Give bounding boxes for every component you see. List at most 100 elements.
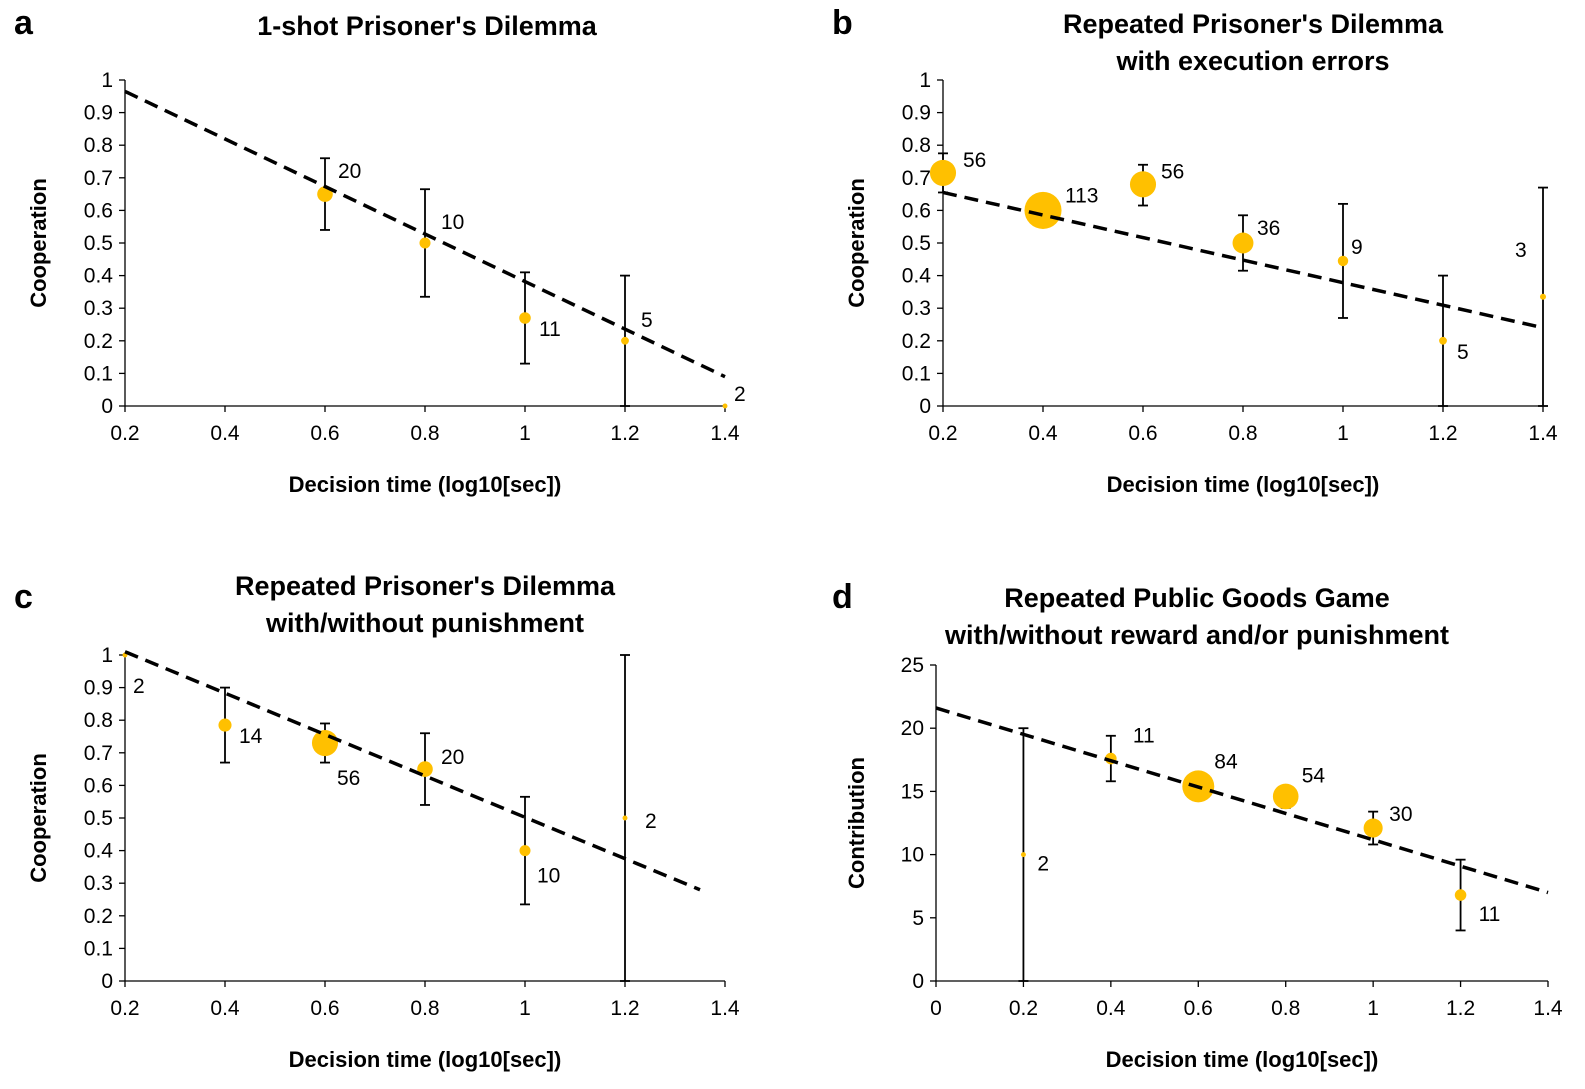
x-tick-label: 1.2 <box>610 422 639 445</box>
data-label: 11 <box>539 318 561 341</box>
y-tick-label: 0.5 <box>84 807 113 830</box>
y-tick-label: 0.3 <box>84 872 113 895</box>
data-point <box>1454 889 1467 901</box>
y-tick-label: 1 <box>101 69 113 92</box>
x-tick-label: 1 <box>519 997 531 1020</box>
y-tick-label: 0.1 <box>902 362 931 385</box>
y-axis-title: Contribution <box>844 757 869 889</box>
data-point <box>929 159 957 186</box>
data-label: 56 <box>337 767 360 790</box>
x-tick-label: 1 <box>519 422 531 445</box>
x-tick-label: 1 <box>1367 997 1379 1020</box>
y-tick-label: 0.4 <box>902 265 932 288</box>
panel-letter: c <box>14 578 33 616</box>
x-tick-label: 0.4 <box>210 422 240 445</box>
data-point <box>1232 232 1254 254</box>
data-label: 30 <box>1389 803 1412 826</box>
data-label: 14 <box>239 725 263 748</box>
y-tick-label: 0.6 <box>902 199 931 222</box>
x-tick-label: 1.4 <box>710 997 740 1020</box>
y-tick-label: 0.9 <box>84 677 113 700</box>
data-label: 20 <box>441 746 464 769</box>
y-tick-label: 10 <box>901 844 924 867</box>
x-tick-label: 1.4 <box>1528 422 1558 445</box>
y-tick-label: 15 <box>901 780 924 803</box>
data-label: 2 <box>734 383 746 406</box>
y-tick-label: 0.5 <box>902 232 931 255</box>
x-tick-label: 0.6 <box>310 997 339 1020</box>
panel-d: d Repeated Public Goods Game with/without … <box>832 578 1563 1072</box>
data-point <box>621 336 629 345</box>
data-label: 10 <box>441 211 464 234</box>
y-tick-label: 0.2 <box>84 330 113 353</box>
panel-letter: b <box>832 4 853 42</box>
data-point <box>622 815 628 821</box>
data-label: 56 <box>963 149 986 172</box>
data-point <box>1129 171 1157 198</box>
trendline <box>935 706 1549 895</box>
panel-b: b Repeated Prisoner's Dilemma with executi… <box>832 4 1558 497</box>
trendline <box>942 190 1544 330</box>
y-tick-label: 0 <box>101 970 113 993</box>
data-label: 36 <box>1257 217 1280 240</box>
x-tick-label: 0.8 <box>1271 997 1300 1020</box>
x-axis-title: Decision time (log10[sec]) <box>289 472 562 497</box>
data-label: 11 <box>1479 903 1501 926</box>
data-point <box>419 237 431 249</box>
y-tick-label: 5 <box>912 907 924 930</box>
data-point <box>1024 191 1062 229</box>
data-point <box>1020 852 1026 858</box>
y-tick-label: 1 <box>919 69 931 92</box>
data-point <box>519 845 531 857</box>
x-tick-label: 1.2 <box>610 997 639 1020</box>
data-point <box>311 729 339 757</box>
y-tick-label: 0.4 <box>84 840 114 863</box>
y-tick-label: 0.8 <box>84 134 113 157</box>
data-point <box>218 718 232 732</box>
x-tick-label: 1.4 <box>710 422 740 445</box>
x-tick-label: 0.6 <box>310 422 339 445</box>
y-tick-label: 20 <box>901 717 924 740</box>
x-tick-label: 1.2 <box>1446 997 1475 1020</box>
chart-title: with/without reward and/or punishment <box>944 620 1449 650</box>
x-tick-label: 0.8 <box>410 422 439 445</box>
trendline <box>124 650 701 892</box>
y-axis-title: Cooperation <box>26 178 51 308</box>
chart-title: with execution errors <box>1115 46 1389 76</box>
data-label: 54 <box>1302 764 1326 787</box>
y-tick-label: 1 <box>101 644 113 667</box>
data-point <box>1539 293 1547 300</box>
data-label: 2 <box>133 675 145 698</box>
panel-c: c Repeated Prisoner's Dilemma with/without… <box>14 571 740 1072</box>
chart-title: Repeated Public Goods Game <box>1004 583 1390 613</box>
panel-letter: a <box>14 4 34 42</box>
y-tick-label: 0.5 <box>84 232 113 255</box>
x-tick-label: 0.4 <box>1028 422 1058 445</box>
data-label: 9 <box>1351 236 1363 259</box>
chart-title: with/without punishment <box>265 608 584 638</box>
y-tick-label: 0.8 <box>902 134 931 157</box>
data-label: 2 <box>645 810 657 833</box>
y-tick-label: 0.7 <box>84 742 113 765</box>
data-label: 11 <box>1133 725 1155 748</box>
trendline <box>124 89 726 379</box>
y-tick-label: 0 <box>912 970 924 993</box>
data-label: 5 <box>1457 341 1469 364</box>
y-tick-label: 0.3 <box>84 297 113 320</box>
data-point <box>722 403 728 409</box>
data-point <box>1272 783 1299 810</box>
panel-letter: d <box>832 578 853 616</box>
x-tick-label: 0.6 <box>1128 422 1157 445</box>
x-tick-label: 0.8 <box>1228 422 1257 445</box>
data-point <box>1363 818 1383 838</box>
y-axis-title: Cooperation <box>26 753 51 883</box>
chart-title: 1-shot Prisoner's Dilemma <box>257 11 598 41</box>
x-tick-label: 0.2 <box>110 997 139 1020</box>
x-tick-label: 0 <box>930 997 942 1020</box>
data-label: 113 <box>1065 184 1098 207</box>
data-label: 20 <box>338 160 361 183</box>
x-axis-title: Decision time (log10[sec]) <box>1107 472 1380 497</box>
x-tick-label: 0.6 <box>1184 997 1213 1020</box>
y-tick-label: 0.2 <box>84 905 113 928</box>
x-tick-label: 1.2 <box>1428 422 1457 445</box>
